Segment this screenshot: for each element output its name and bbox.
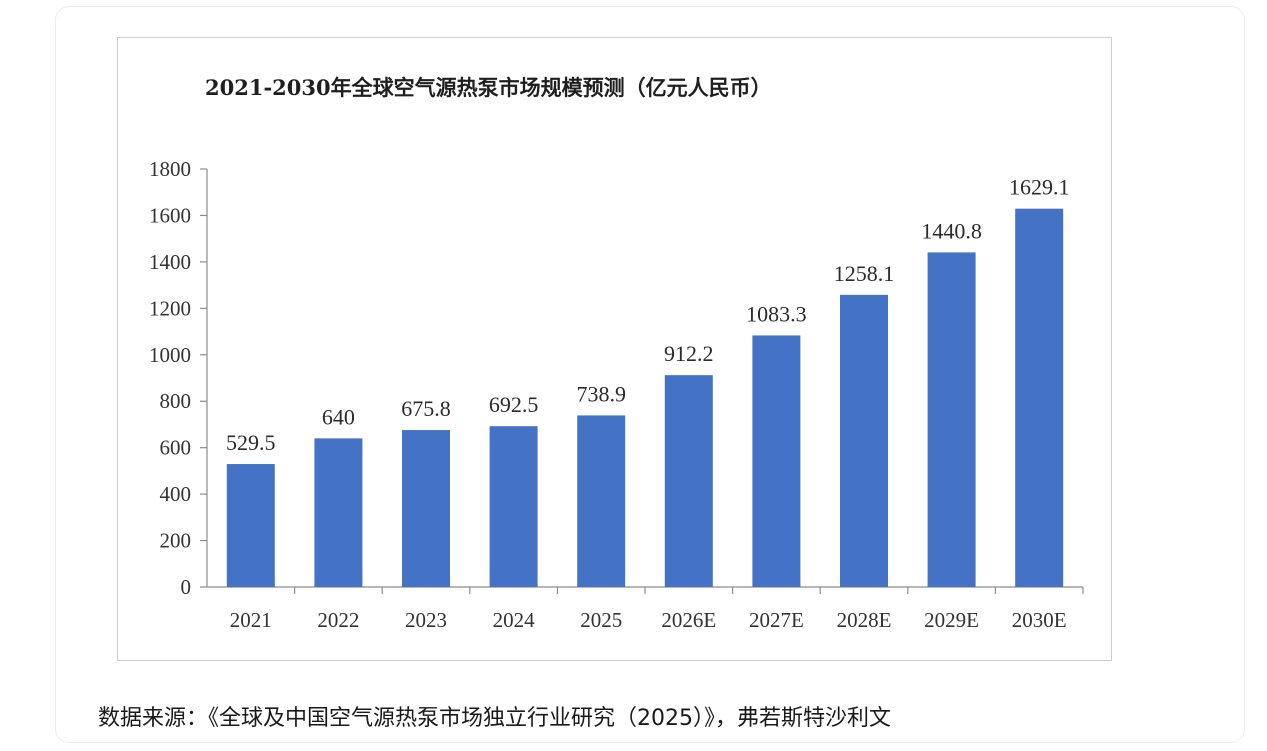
x-tick-label: 2021 <box>230 608 272 632</box>
x-axis: 2021 2022 2023 2024 2025 2026E 2027E 2028E 2029E… <box>207 586 1084 632</box>
y-tick-label: 1600 <box>149 203 191 227</box>
data-label: 1440.8 <box>921 218 982 243</box>
source-note: 数据来源：《全球及中国空气源热泵市场独立行业研究（2025）》，弗若斯特沙利文 <box>98 706 891 731</box>
bar <box>1015 208 1064 588</box>
y-tick-label: 800 <box>160 389 192 413</box>
x-tick-label: 2024 <box>493 608 536 632</box>
bar <box>226 464 275 587</box>
x-tick-label: 2022 <box>317 608 359 632</box>
x-tick-label: 2025 <box>580 608 622 632</box>
y-tick-label: 200 <box>160 529 192 553</box>
y-tick-label: 400 <box>160 482 192 506</box>
bar <box>402 430 450 587</box>
bar <box>664 375 713 587</box>
chart-title: 2021-2030年全球空气源热泵市场规模预测（亿元人民币） <box>205 75 772 100</box>
data-label: 692.5 <box>489 392 539 417</box>
y-tick-label: 1400 <box>149 250 191 274</box>
data-label: 1629.1 <box>1009 175 1070 200</box>
data-label: 675.8 <box>401 396 451 421</box>
y-tick-label: 0 <box>181 575 192 599</box>
y-axis: 0 200 400 600 800 1000 1200 1400 1600 1800 <box>149 157 208 599</box>
data-labels: 529.5 640 675.8 692.5 738.9 912.2 1083.3 1258.1… <box>226 175 1069 455</box>
bar <box>927 252 976 587</box>
data-label: 912.2 <box>664 341 714 366</box>
y-tick-label: 1800 <box>149 157 191 181</box>
x-tick-label: 2027E <box>749 608 804 632</box>
bar <box>752 335 801 587</box>
data-label: 1083.3 <box>746 301 807 326</box>
bar <box>840 294 888 587</box>
data-label: 738.9 <box>576 381 626 406</box>
x-tick-label: 2028E <box>837 608 892 632</box>
bar <box>489 426 538 587</box>
x-tick-label: 2023 <box>405 608 447 632</box>
bars <box>226 208 1064 588</box>
bar <box>314 438 363 587</box>
x-tick-label: 2029E <box>924 608 979 632</box>
y-tick-label: 600 <box>160 436 192 460</box>
y-tick-label: 1000 <box>149 343 191 367</box>
y-tick-label: 1200 <box>149 296 191 320</box>
data-label: 1258.1 <box>834 261 895 286</box>
data-label: 640 <box>322 404 355 429</box>
bar <box>577 415 626 587</box>
x-tick-label: 2030E <box>1012 608 1067 632</box>
x-tick-label: 2026E <box>661 608 716 632</box>
data-label: 529.5 <box>226 430 276 455</box>
